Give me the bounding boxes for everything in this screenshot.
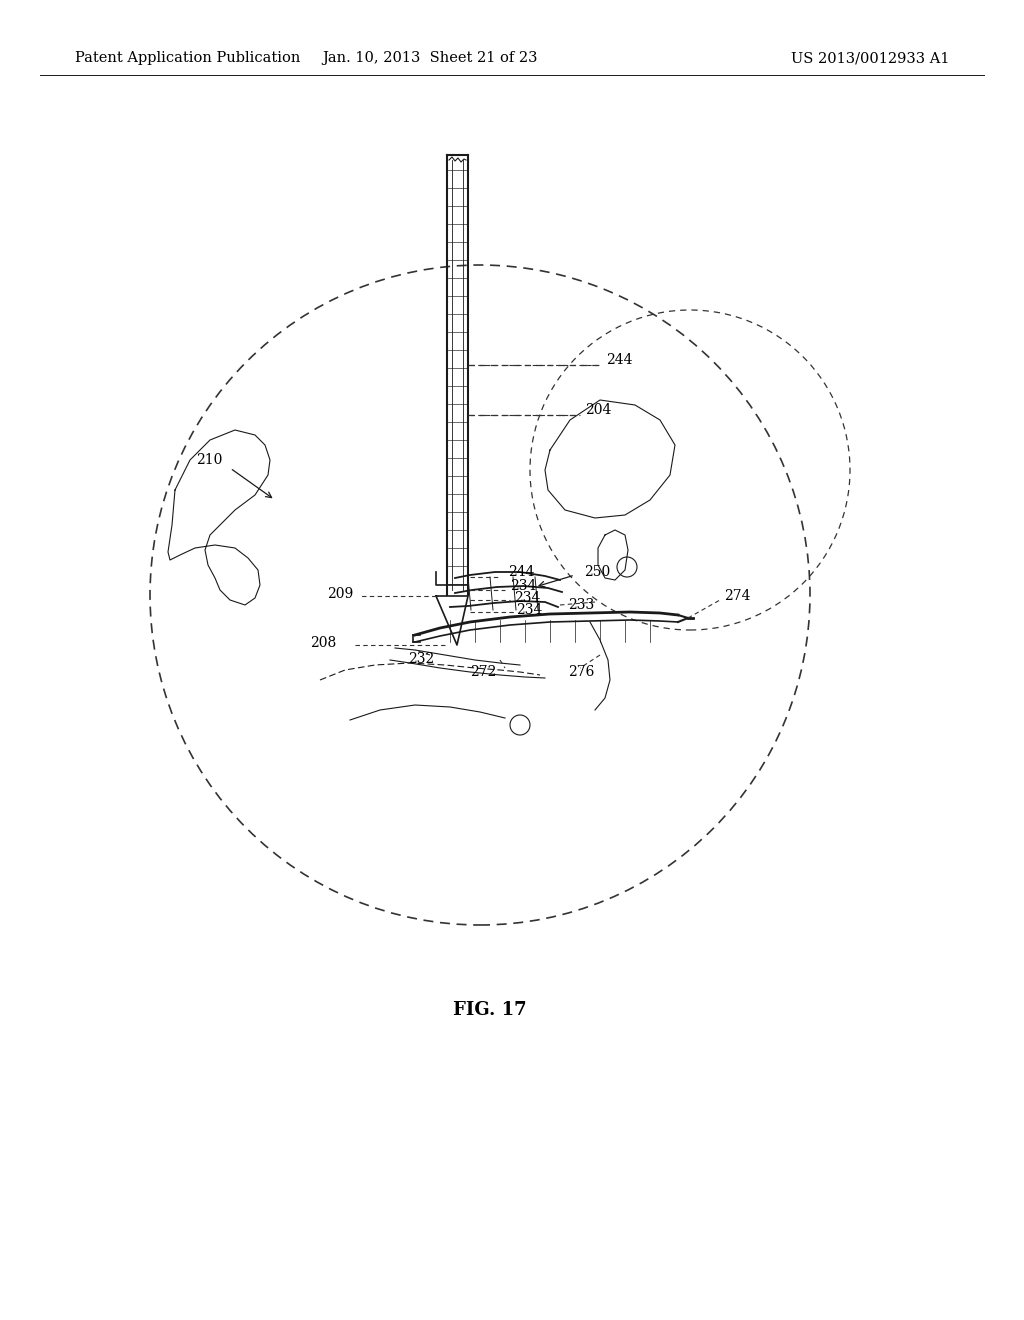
Text: US 2013/0012933 A1: US 2013/0012933 A1 — [791, 51, 949, 65]
Text: 276: 276 — [568, 665, 594, 678]
Text: 232: 232 — [408, 652, 434, 667]
Text: 210: 210 — [196, 453, 222, 467]
Text: FIG. 17: FIG. 17 — [454, 1001, 526, 1019]
Text: 208: 208 — [310, 636, 336, 649]
Text: 244: 244 — [606, 352, 633, 367]
Text: 244: 244 — [508, 565, 535, 579]
Text: 233: 233 — [568, 598, 594, 612]
Text: 234: 234 — [514, 591, 541, 605]
Text: Patent Application Publication: Patent Application Publication — [75, 51, 300, 65]
Text: 274: 274 — [724, 589, 751, 603]
Text: 250: 250 — [584, 565, 610, 579]
Text: 272: 272 — [470, 665, 497, 678]
Text: 209: 209 — [327, 587, 353, 601]
Text: 234: 234 — [516, 603, 543, 616]
Text: 204: 204 — [585, 403, 611, 417]
Text: 234: 234 — [510, 579, 537, 593]
Text: Jan. 10, 2013  Sheet 21 of 23: Jan. 10, 2013 Sheet 21 of 23 — [323, 51, 538, 65]
